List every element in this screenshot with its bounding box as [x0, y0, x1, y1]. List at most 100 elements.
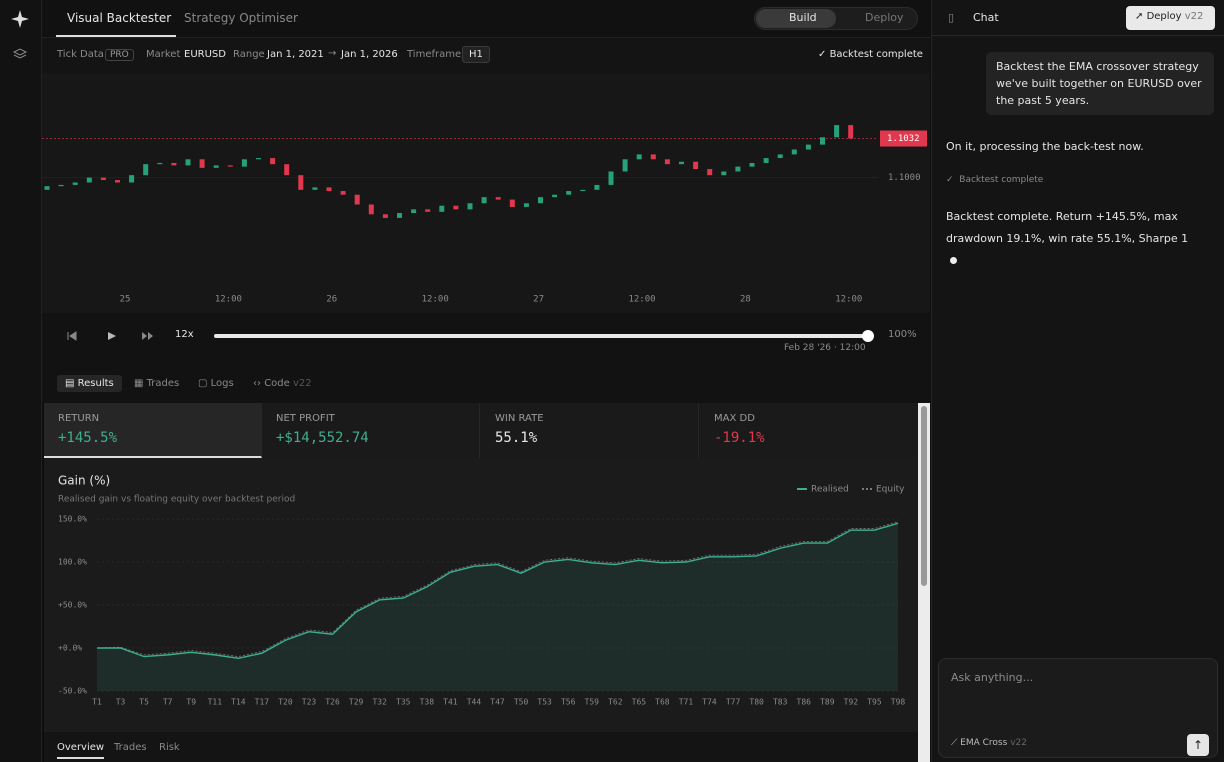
x-tick-label: T47: [490, 698, 505, 707]
x-tick-label: T53: [537, 698, 552, 707]
candle: [171, 162, 177, 166]
speed[interactable]: 12x: [175, 329, 194, 340]
tab-underline: [56, 35, 176, 37]
metric-card: MAX DD -19.1%: [700, 403, 918, 458]
candle: [735, 166, 741, 172]
badge: PRO: [105, 49, 134, 61]
candle: [707, 169, 713, 176]
tab[interactable]: Risk: [159, 742, 180, 753]
y-tick-label: 100.0%: [58, 558, 87, 567]
strategy-chip[interactable]: ⟋ EMA Cross v22: [951, 738, 1027, 748]
value[interactable]: Jan 1, 2026: [341, 49, 398, 60]
tab[interactable]: ▦ Trades: [134, 378, 180, 389]
label: Timeframe: [407, 49, 462, 60]
timeframe-select[interactable]: H1: [462, 46, 490, 63]
candle: [298, 175, 304, 190]
metric-card: WIN RATE 55.1%: [481, 403, 699, 458]
candle: [820, 137, 825, 145]
result-tabs: ▤ Results ▦ Trades ▢ Logs ‹› Code v22: [42, 368, 930, 403]
candle: [622, 159, 628, 172]
gain-chart: Gain (%) Realised gain vs floating equity…: [44, 458, 918, 732]
series-line: [96, 521, 899, 658]
mode-build[interactable]: Build: [789, 11, 817, 24]
x-tick-label: T65: [632, 698, 647, 707]
x-tick-label: T92: [844, 698, 859, 707]
chat-panel: ▯ Chat ➚ Deploy v22 Backtest the EMA cro…: [931, 0, 1224, 762]
x-tick-label: T41: [443, 698, 458, 707]
scrollbar[interactable]: [918, 403, 930, 762]
top-nav: Visual Backtester Strategy Optimiser Bui…: [42, 0, 930, 38]
chart-subtitle: Realised gain vs floating equity over ba…: [58, 495, 295, 505]
x-tick-label: T89: [820, 698, 835, 707]
send-button[interactable]: ↑: [1187, 734, 1209, 756]
chat-input[interactable]: Ask anything... ⟋ EMA Cross v22 ↑: [938, 658, 1218, 758]
playback: 12x 100% Feb 28 '26 · 12:00: [42, 313, 930, 368]
candle: [397, 213, 402, 218]
candle: [115, 180, 120, 183]
candle: [523, 203, 529, 207]
progress-handle[interactable]: [862, 330, 874, 342]
candle: [72, 182, 78, 185]
metric-value: +$14,552.74: [276, 430, 369, 446]
candle: [580, 189, 586, 192]
x-tick-label: 27: [533, 295, 544, 305]
x-tick-label: T95: [867, 698, 882, 707]
metric-label: RETURN: [58, 413, 100, 424]
candle: [241, 159, 247, 167]
tab[interactable]: ▢ Logs: [198, 378, 234, 389]
deploy-text: Deploy: [1146, 11, 1182, 22]
x-tick-label: T9: [186, 698, 196, 707]
candle: [326, 187, 332, 192]
x-tick-label: 12:00: [628, 295, 655, 305]
metric-value: 55.1%: [495, 430, 538, 446]
candle: [411, 209, 417, 214]
assistant-message: Backtest complete. Return +145.5%, max d…: [946, 206, 1198, 272]
candle: [86, 177, 92, 183]
y-tick-label: +0.0%: [58, 644, 82, 653]
tab[interactable]: Overview: [57, 742, 105, 759]
x-tick-label: T98: [891, 698, 906, 707]
candle: [495, 197, 501, 200]
x-tick-label: T35: [396, 698, 411, 707]
x-tick-label: T3: [116, 698, 126, 707]
candle: [650, 154, 656, 160]
candle: [777, 154, 783, 159]
legend-label: Realised: [811, 485, 849, 495]
candle: [382, 214, 388, 218]
candle: [143, 164, 149, 176]
tab[interactable]: ▤ Results: [57, 375, 122, 392]
mode-deploy[interactable]: Deploy: [865, 11, 904, 24]
progress-bar[interactable]: [214, 334, 868, 338]
candle: [721, 171, 727, 176]
candle: [453, 205, 459, 210]
candle: [664, 159, 670, 165]
value[interactable]: Jan 1, 2021: [267, 49, 324, 60]
x-tick-label: T86: [797, 698, 812, 707]
x-tick-label: 12:00: [422, 295, 449, 305]
tab[interactable]: Strategy Optimiser: [184, 11, 298, 25]
tab[interactable]: Visual Backtester: [67, 11, 172, 25]
x-tick-label: T26: [325, 698, 340, 707]
candle: [693, 161, 699, 170]
x-tick-label: T71: [679, 698, 694, 707]
x-tick-label: 26: [326, 295, 337, 305]
tab-text: Trades: [146, 378, 180, 389]
x-tick-label: T50: [514, 698, 529, 707]
candle: [791, 149, 797, 155]
status-text: Backtest complete: [829, 49, 923, 60]
deploy-button[interactable]: ➚ Deploy v22: [1126, 6, 1215, 30]
progress-label: 100%: [888, 329, 917, 340]
metric-value: +145.5%: [58, 430, 118, 446]
x-tick-label: T62: [608, 698, 623, 707]
label: Tick Data: [57, 49, 104, 60]
tab[interactable]: ‹› Code v22: [253, 378, 312, 389]
x-tick-label: T17: [255, 698, 270, 707]
candle: [538, 197, 543, 204]
candle: [368, 204, 374, 215]
tab[interactable]: Trades: [114, 742, 147, 753]
strategy-version: v22: [1010, 738, 1027, 748]
value[interactable]: EURUSD: [184, 49, 226, 60]
x-tick-label: T59: [585, 698, 600, 707]
y-tick-label: +50.0%: [58, 601, 87, 610]
x-tick-label: T14: [231, 698, 246, 707]
